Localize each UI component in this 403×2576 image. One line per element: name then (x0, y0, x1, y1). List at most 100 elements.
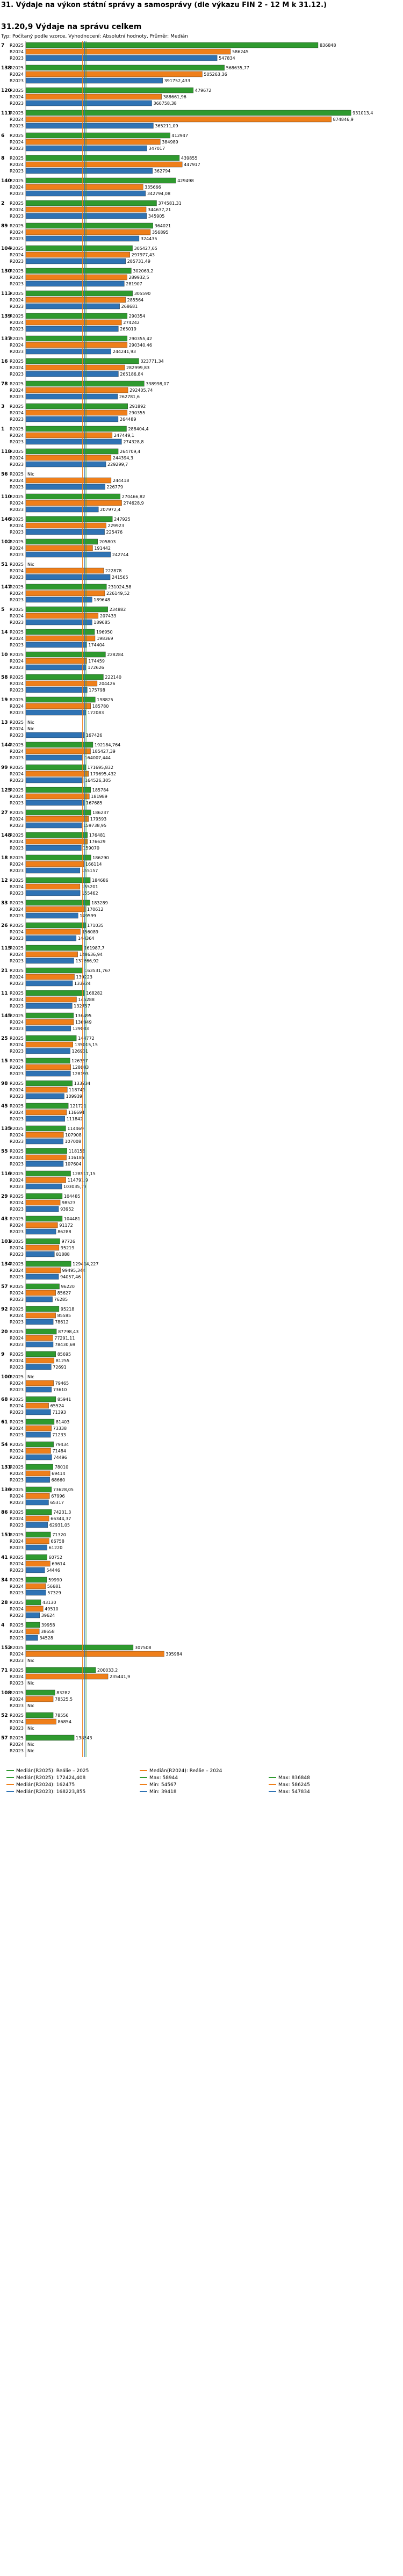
data-label: 95219 (61, 1246, 74, 1250)
series-tick-label: R2025 (10, 1555, 24, 1560)
data-label: 87798,43 (58, 1329, 78, 1334)
series-tick-label: R2023 (10, 1117, 24, 1121)
data-label: 103035,77 (63, 1184, 87, 1189)
data-label: Nic (27, 472, 34, 477)
series-tick-label: R2025 (10, 585, 24, 589)
series-tick-label: R2023 (10, 643, 24, 647)
data-label: Nic (27, 720, 34, 725)
data-label: 247925 (114, 517, 131, 522)
bar-R2025 (25, 87, 193, 93)
series-tick-label: R2025 (10, 1059, 24, 1063)
legend-entry: Min: 54567 (149, 1782, 177, 1788)
data-label: 128517,15 (73, 1171, 96, 1176)
series-tick-label: R2024 (10, 1336, 24, 1341)
bar-R2023 (25, 1544, 47, 1551)
category-label: 43 (1, 1217, 8, 1222)
bar-R2024 (25, 1651, 164, 1657)
series-tick-label: R2024 (10, 1042, 24, 1047)
bar-R2023 (25, 574, 111, 580)
data-label: 268681 (121, 304, 138, 309)
series-tick-label: R2024 (10, 975, 24, 980)
category-label: 113 (1, 291, 11, 297)
data-label: 391752,433 (164, 78, 190, 83)
data-label: 65524 (51, 1404, 64, 1408)
data-label: 79465 (55, 1381, 69, 1386)
series-tick-label: R2023 (10, 1478, 24, 1483)
category-label: 98 (1, 1081, 8, 1086)
data-label: 360758,38 (153, 101, 176, 106)
data-label: 170612 (87, 907, 104, 912)
category-label: 145 (1, 1013, 11, 1019)
series-tick-label: R2024 (10, 1155, 24, 1160)
bar-R2024 (25, 139, 161, 145)
bar-R2024 (25, 1380, 54, 1386)
bar-R2025 (25, 1306, 60, 1312)
category-label: 26 (1, 923, 8, 929)
bar-R2025 (25, 832, 88, 838)
data-label: 171695,832 (88, 765, 113, 770)
category-label: 12 (1, 878, 8, 883)
data-label: 96220 (61, 1284, 75, 1289)
bar-R2025 (25, 674, 104, 680)
series-tick-label: R2024 (10, 1562, 24, 1566)
category-label: 148 (1, 833, 11, 838)
data-label: 85941 (57, 1397, 71, 1402)
bar-R2025 (25, 742, 93, 748)
series-tick-label: R2023 (10, 282, 24, 286)
series-tick-label: R2024 (10, 1494, 24, 1499)
bar-R2025 (25, 177, 176, 184)
data-label: 59990 (48, 1578, 62, 1582)
category-label: 15 (1, 1059, 8, 1064)
data-label: 176629 (89, 839, 106, 844)
bar-R2024 (25, 613, 99, 619)
series-tick-label: R2025 (10, 539, 24, 544)
series-tick-label: R2025 (10, 1171, 24, 1176)
series-tick-label: R2024 (10, 117, 24, 122)
bar-R2023 (25, 1206, 59, 1212)
bar-R2023 (25, 1070, 71, 1077)
bar-R2025 (25, 538, 98, 545)
series-tick-label: R2024 (10, 1358, 24, 1363)
bar-R2023 (25, 1341, 54, 1348)
data-label: 78612 (55, 1320, 68, 1325)
series-tick-label: R2025 (10, 1217, 24, 1221)
bar-R2024 (25, 93, 162, 100)
series-tick-label: R2025 (10, 1600, 24, 1605)
bar-R2025 (25, 380, 145, 387)
bar-R2025 (25, 245, 133, 251)
data-label: 171035 (87, 923, 104, 928)
series-tick-label: R2023 (10, 1320, 24, 1325)
category-label: 136 (1, 1487, 11, 1493)
series-tick-label: R2025 (10, 630, 24, 635)
data-label: 49510 (45, 1607, 58, 1611)
series-tick-label: R2024 (10, 1584, 24, 1589)
bar-R2023 (25, 258, 126, 264)
data-label: 362794 (154, 169, 171, 174)
data-label: 167426 (86, 733, 103, 738)
legend-entry: Medián(R2024): 162475 (16, 1782, 75, 1788)
series-tick-label: R2024 (10, 546, 24, 551)
series-tick-label: R2023 (10, 1071, 24, 1076)
series-tick-label: R2025 (10, 88, 24, 93)
category-label: 21 (1, 968, 8, 974)
bar-R2024 (25, 680, 98, 687)
bar-R2025 (25, 1689, 55, 1696)
data-label: Nic (27, 1742, 34, 1747)
data-label: 81255 (56, 1358, 69, 1363)
series-tick-label: R2025 (10, 1442, 24, 1447)
page-title: 31. Výdaje na výkon státní správy a samo… (1, 1, 327, 9)
data-label: 225476 (106, 530, 123, 535)
data-label: 79434 (55, 1442, 69, 1447)
bar-R2024 (25, 1244, 60, 1251)
series-tick-label: R2025 (10, 156, 24, 161)
series-tick-label: R2025 (10, 404, 24, 409)
series-tick-label: R2023 (10, 868, 24, 873)
data-label: 234882 (110, 607, 126, 612)
bar-R2025 (25, 1283, 60, 1290)
data-label: 132757 (74, 1004, 90, 1009)
bar-R2023 (25, 1093, 64, 1099)
data-label: 265019 (120, 327, 136, 332)
data-label: 264489 (120, 417, 136, 422)
category-label: 52 (1, 1713, 8, 1718)
bar-R2024 (25, 1357, 55, 1364)
